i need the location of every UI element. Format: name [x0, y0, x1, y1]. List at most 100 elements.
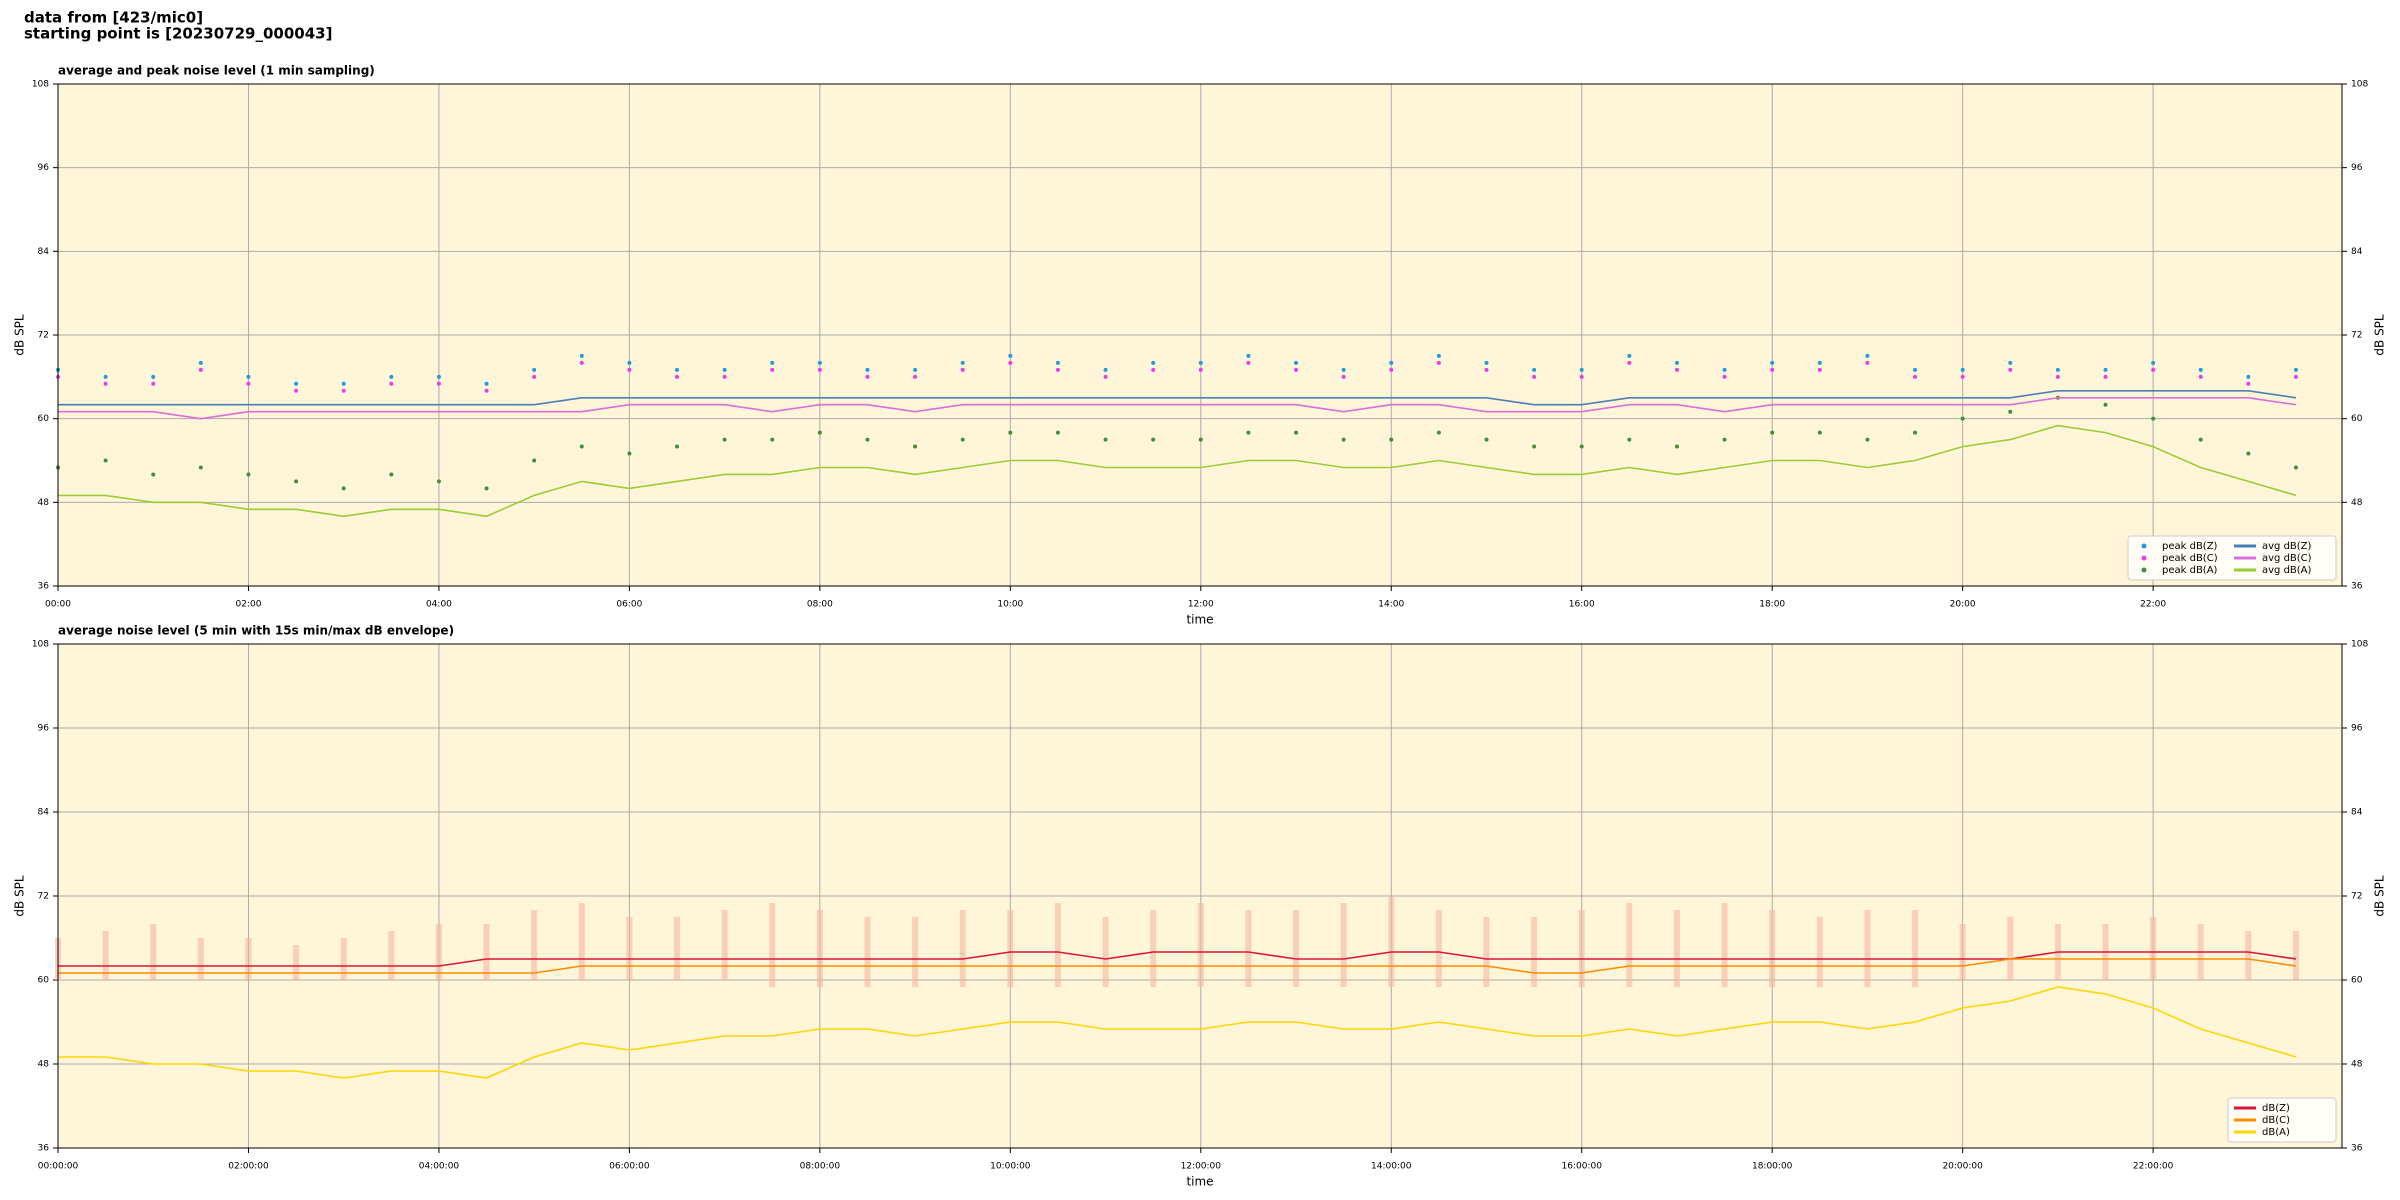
peak-dot	[1960, 374, 1965, 379]
peak-dot	[1198, 360, 1203, 365]
y-axis-label: dB SPL	[13, 875, 27, 917]
chart-title: average and peak noise level (1 min samp…	[58, 64, 375, 78]
y2-tick-label: 36	[2351, 1144, 2363, 1154]
y2-tick-label: 48	[2351, 1060, 2363, 1070]
peak-dot	[1294, 367, 1299, 372]
peak-dot	[1770, 360, 1775, 365]
peak-dot	[1817, 367, 1822, 372]
series-line	[58, 986, 2297, 1079]
peak-dot	[1198, 367, 1203, 372]
peak-dot	[1103, 437, 1108, 442]
peak-dot	[1436, 353, 1441, 358]
chart-title: average noise level (5 min with 15s min/…	[58, 624, 454, 638]
peak-dot	[2151, 360, 2156, 365]
peak-dot	[2008, 367, 2013, 372]
y2-axis-label: dB SPL	[2373, 314, 2387, 356]
y-axis-label: dB SPL	[13, 314, 27, 356]
y-tick-label: 72	[38, 331, 49, 341]
peak-dot	[1484, 437, 1489, 442]
peak-dot	[2103, 402, 2108, 407]
peak-dot	[1198, 437, 1203, 442]
peak-dot	[1151, 367, 1156, 372]
peak-dot	[1579, 374, 1584, 379]
peak-dot	[2008, 409, 2013, 414]
peak-dot	[436, 374, 441, 379]
legend-label: peak dB(Z)	[2162, 541, 2218, 552]
peak-dot	[1627, 360, 1632, 365]
peak-dot	[1008, 353, 1013, 358]
x-tick-label: 16:00:00	[1562, 1162, 1603, 1172]
y-tick-label: 108	[32, 640, 49, 650]
x-tick-label: 22:00	[2140, 600, 2166, 610]
y2-tick-label: 96	[2351, 724, 2363, 734]
peak-dot	[960, 367, 965, 372]
header-line: data from [423/mic0]	[24, 9, 203, 27]
x-tick-label: 12:00:00	[1181, 1162, 1222, 1172]
peak-dot	[1341, 437, 1346, 442]
peak-dot	[1627, 353, 1632, 358]
peak-dot	[484, 388, 489, 393]
peak-dot	[2008, 360, 2013, 365]
peak-dot	[1817, 360, 1822, 365]
peak-dot	[960, 437, 965, 442]
peak-dot	[532, 458, 537, 463]
peak-dot	[436, 381, 441, 386]
peak-dot	[913, 374, 918, 379]
peak-dot	[1865, 353, 1870, 358]
series-line	[58, 390, 2297, 406]
peak-dot	[103, 458, 108, 463]
peak-dot	[1008, 430, 1013, 435]
peak-dot	[246, 374, 251, 379]
peak-dot	[1151, 360, 1156, 365]
y2-axis-label: dB SPL	[2373, 875, 2387, 917]
peak-dot	[1913, 374, 1918, 379]
peak-dot	[341, 486, 346, 491]
peak-dot	[1960, 416, 1965, 421]
y-tick-label: 60	[38, 414, 50, 424]
peak-dot	[198, 465, 203, 470]
peak-dot	[1389, 360, 1394, 365]
legend-label: dB(Z)	[2262, 1103, 2290, 1114]
x-axis-label: time	[1186, 613, 1213, 627]
peak-dot	[1722, 437, 1727, 442]
peak-dot	[103, 381, 108, 386]
y2-tick-label: 60	[2351, 414, 2363, 424]
y-tick-label: 48	[38, 498, 50, 508]
peak-dot	[532, 367, 537, 372]
y2-tick-label: 36	[2351, 582, 2363, 592]
x-tick-label: 22:00:00	[2133, 1162, 2174, 1172]
peak-dot	[770, 360, 775, 365]
legend-label: dB(C)	[2262, 1115, 2290, 1126]
peak-dot	[770, 437, 775, 442]
peak-dot	[198, 367, 203, 372]
x-tick-label: 00:00:00	[38, 1162, 79, 1172]
peak-dot	[1055, 430, 1060, 435]
plot-frame	[57, 83, 2343, 587]
peak-dot	[1294, 360, 1299, 365]
peak-dot	[1389, 437, 1394, 442]
y-tick-label: 108	[32, 80, 49, 90]
peak-dot	[1913, 430, 1918, 435]
y-tick-label: 96	[38, 724, 50, 734]
x-tick-label: 02:00	[235, 600, 261, 610]
peak-dot	[2055, 367, 2060, 372]
peak-dot	[341, 388, 346, 393]
x-tick-label: 12:00	[1188, 600, 1214, 610]
peak-dot	[1103, 374, 1108, 379]
peak-dot	[722, 374, 727, 379]
x-tick-label: 04:00:00	[419, 1162, 460, 1172]
peak-dot	[532, 374, 537, 379]
peak-dot	[151, 381, 156, 386]
y-tick-label: 96	[38, 163, 50, 173]
peak-dot	[2293, 367, 2298, 372]
peak-dot	[389, 472, 394, 477]
peak-dot	[294, 388, 299, 393]
peak-dot	[103, 374, 108, 379]
peak-dot	[1532, 374, 1537, 379]
peak-dot	[675, 444, 680, 449]
peak-dot	[2103, 367, 2108, 372]
peak-dot	[341, 381, 346, 386]
legend-label: avg dB(Z)	[2262, 541, 2312, 552]
peak-dot	[389, 381, 394, 386]
peak-dot	[1484, 360, 1489, 365]
